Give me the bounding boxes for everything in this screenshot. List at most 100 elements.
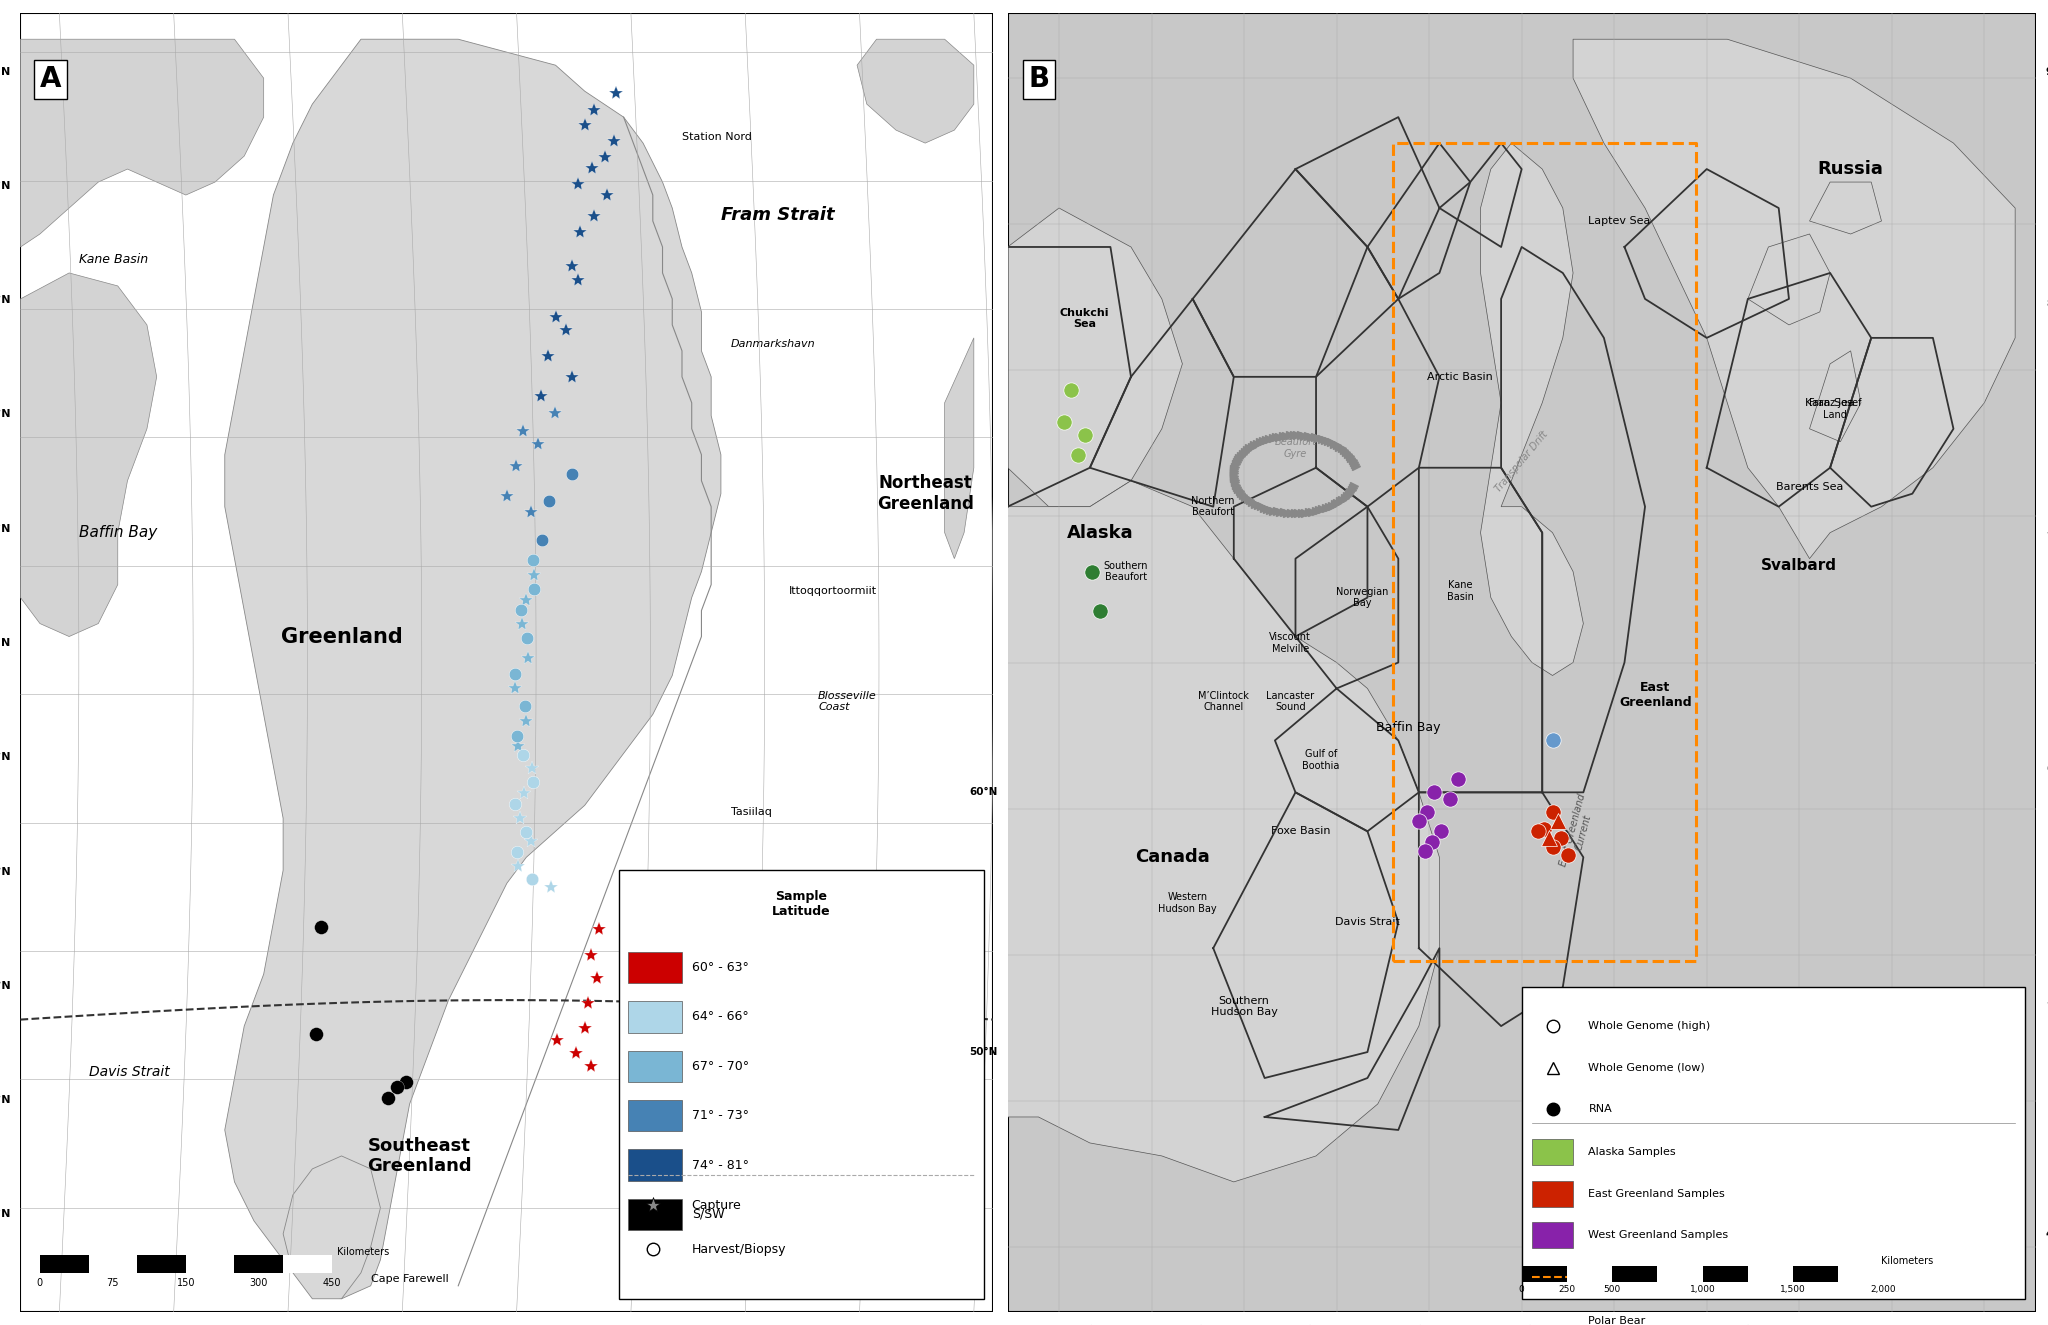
Text: Northern
Beaufort: Northern Beaufort [1192, 496, 1235, 518]
Polygon shape [1481, 143, 1583, 676]
Text: 1,000: 1,000 [1690, 1285, 1716, 1295]
Text: 64° - 66°: 64° - 66° [692, 1011, 748, 1023]
Text: Laptev Sea: Laptev Sea [1587, 216, 1651, 227]
Text: Lancaster
Sound: Lancaster Sound [1266, 690, 1315, 713]
Text: 71° - 73°: 71° - 73° [692, 1109, 750, 1122]
Text: Southern
Hudson Bay: Southern Hudson Bay [1210, 996, 1278, 1018]
Text: A: A [41, 65, 61, 93]
Text: 68°N: 68°N [0, 753, 10, 762]
Bar [629, 1051, 682, 1083]
Text: Køge Bay: Køge Bay [672, 950, 725, 959]
Text: East Greenland Samples: East Greenland Samples [1589, 1189, 1724, 1199]
Text: Ittoqqortoormiit: Ittoqqortoormiit [788, 586, 877, 596]
Polygon shape [20, 40, 264, 246]
Text: S/SW: S/SW [692, 1208, 725, 1220]
Bar [1747, 1267, 1794, 1281]
Text: Beaufort
Gyre: Beaufort Gyre [1274, 437, 1317, 458]
Bar [629, 1002, 682, 1032]
Text: 250: 250 [1559, 1285, 1575, 1295]
Polygon shape [1573, 40, 2015, 559]
Polygon shape [1008, 208, 1182, 506]
Text: Greenland: Greenland [281, 627, 401, 647]
Text: Alaska Samples: Alaska Samples [1589, 1147, 1675, 1157]
Text: Norwegian
Bay: Norwegian Bay [1335, 587, 1389, 608]
Text: Northeast
Greenland: Northeast Greenland [877, 474, 973, 513]
Text: Baffin Bay: Baffin Bay [1376, 721, 1442, 734]
Text: Chukchi
Sea: Chukchi Sea [1061, 307, 1110, 329]
Text: Davis Strait: Davis Strait [88, 1064, 170, 1079]
Polygon shape [1810, 182, 1882, 235]
Bar [41, 1255, 332, 1273]
Text: 60°N: 60°N [0, 1210, 10, 1219]
Text: Alaska: Alaska [1067, 523, 1133, 542]
Text: Blosseville
Coast: Blosseville Coast [817, 690, 877, 713]
Text: Polar Bear
Subpopulation Boundary: Polar Bear Subpopulation Boundary [1589, 1316, 1726, 1325]
Bar [1522, 987, 2025, 1298]
Bar [283, 1255, 332, 1273]
Text: 60°N: 60°N [969, 787, 997, 798]
Polygon shape [799, 1026, 915, 1130]
Bar [1657, 1267, 1702, 1281]
Text: Tasiilaq: Tasiilaq [731, 807, 772, 816]
Text: 74° - 81°: 74° - 81° [692, 1158, 750, 1171]
Text: Southeast
Greenland: Southeast Greenland [367, 1137, 471, 1175]
Text: Danmarkshavn: Danmarkshavn [731, 339, 815, 350]
Text: Russia: Russia [1819, 160, 1884, 178]
Text: 72°N: 72°N [0, 523, 10, 534]
Text: Kilometers: Kilometers [336, 1247, 389, 1256]
Text: 500: 500 [1604, 1285, 1620, 1295]
Bar [1532, 1181, 1573, 1207]
Bar [618, 871, 983, 1298]
Text: 450: 450 [322, 1277, 342, 1288]
Text: Viscount
Melville: Viscount Melville [1270, 632, 1311, 653]
Text: Barents Sea: Barents Sea [1776, 482, 1843, 492]
Text: 2,000: 2,000 [1870, 1285, 1896, 1295]
Text: Southern
Beaufort: Southern Beaufort [1104, 560, 1149, 583]
Text: M’Clintock
Channel: M’Clintock Channel [1198, 690, 1249, 713]
Polygon shape [20, 273, 156, 636]
Text: Western
Hudson Bay: Western Hudson Bay [1159, 892, 1217, 913]
Text: Cape Farewell: Cape Farewell [371, 1275, 449, 1284]
Text: 50°N: 50°N [969, 1047, 997, 1057]
Bar [1532, 1140, 1573, 1165]
Text: 80°N: 80°N [0, 66, 10, 77]
Text: 0: 0 [1520, 1285, 1524, 1295]
Text: 300: 300 [250, 1277, 268, 1288]
Bar [629, 1149, 682, 1181]
Text: Denmark
Strait: Denmark Strait [692, 1055, 770, 1088]
Bar [1522, 1267, 1882, 1281]
Text: Franz Josef
Land: Franz Josef Land [1808, 399, 1862, 420]
Polygon shape [283, 1155, 381, 1298]
Text: Gulf of
Boothia: Gulf of Boothia [1303, 749, 1339, 771]
Bar [629, 1100, 682, 1132]
Polygon shape [944, 338, 975, 559]
Text: RNA: RNA [1589, 1104, 1612, 1114]
Polygon shape [856, 40, 975, 143]
Text: Transpolar Drift: Transpolar Drift [1493, 429, 1550, 494]
Polygon shape [1810, 351, 1862, 441]
Text: Sample
Latitude: Sample Latitude [772, 890, 831, 918]
Bar [1567, 1267, 1612, 1281]
Polygon shape [225, 40, 721, 1298]
Text: 64°N: 64°N [0, 980, 10, 991]
Text: 1,500: 1,500 [1780, 1285, 1806, 1295]
Text: Kane
Basin: Kane Basin [1446, 580, 1473, 602]
Text: 75: 75 [106, 1277, 119, 1288]
Text: 70°N: 70°N [0, 639, 10, 648]
Text: Canada: Canada [1135, 848, 1210, 867]
Text: 0: 0 [37, 1277, 43, 1288]
Text: B: B [1028, 65, 1049, 93]
Bar [1532, 1222, 1573, 1248]
Text: Davis Strait: Davis Strait [1335, 917, 1401, 928]
Text: Whole Genome (low): Whole Genome (low) [1589, 1063, 1706, 1073]
Text: Foxe Basin: Foxe Basin [1272, 827, 1331, 836]
Text: 66°N: 66°N [0, 867, 10, 877]
Polygon shape [1747, 235, 1831, 325]
Bar [1839, 1267, 1884, 1281]
Text: 74°N: 74°N [0, 409, 10, 420]
Bar [88, 1255, 137, 1273]
Text: Arctic Basin: Arctic Basin [1427, 372, 1493, 382]
Text: Kara Sea: Kara Sea [1804, 398, 1855, 408]
Polygon shape [1008, 481, 1440, 1182]
Text: Kane Basin: Kane Basin [78, 253, 147, 266]
